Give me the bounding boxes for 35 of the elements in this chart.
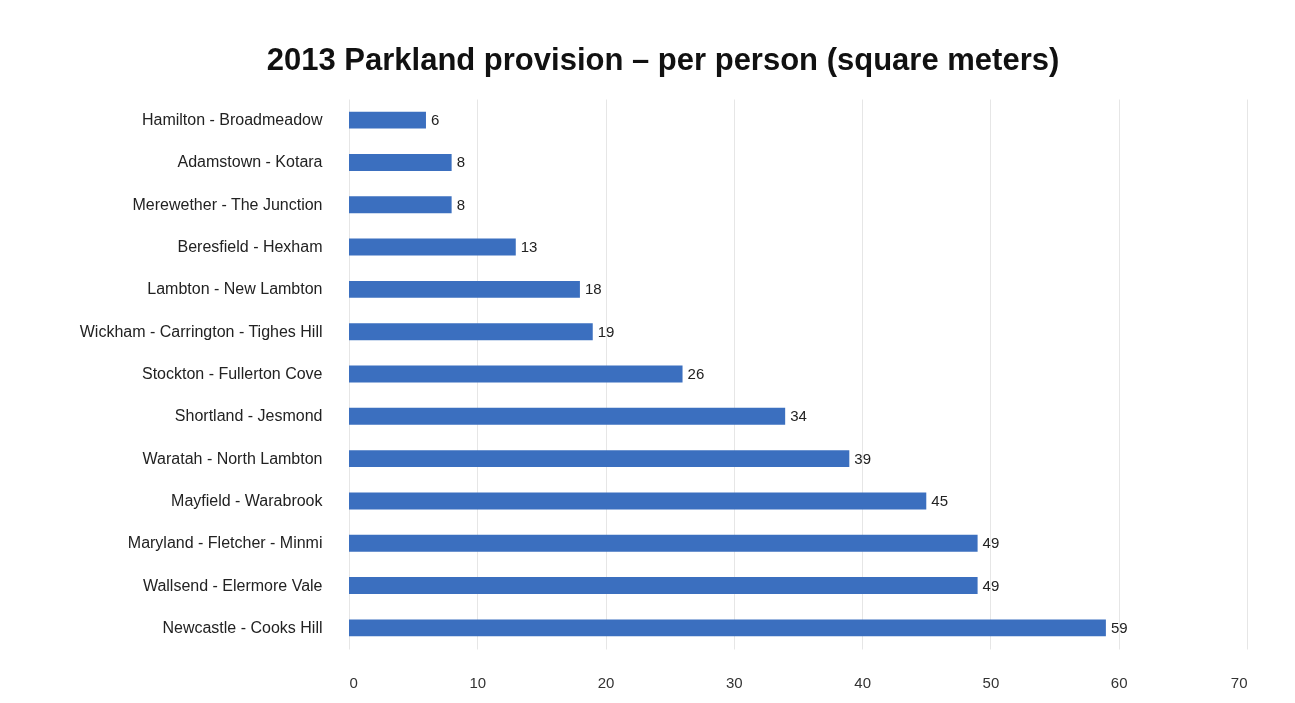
data-label: 6 [430, 111, 440, 129]
x-tick-label: 40 [854, 673, 871, 691]
data-label: 59 [1110, 618, 1128, 636]
y-tick-label: Wickham - Carrington - Tighes Hill [79, 322, 323, 340]
data-label: 18 [584, 280, 602, 298]
y-tick-label: Lambton - New Lambton [147, 280, 323, 298]
y-tick-label: Mayfield - Warabrook [171, 491, 324, 509]
x-tick-label: 60 [1110, 673, 1128, 691]
chart-title: 2013 Parkland provision – per person (square meters) [266, 42, 1060, 77]
data-label: 8 [456, 195, 465, 213]
x-tick-label: 50 [982, 673, 1000, 691]
data-label: 49 [982, 534, 1000, 552]
y-tick-label: Newcastle - Cooks Hill [162, 618, 323, 636]
y-tick-label: Wallsend - Elermore Vale [142, 576, 323, 594]
x-tick-label: 10 [469, 673, 487, 691]
x-tick-label: 0 [349, 673, 358, 691]
x-tick-label: 20 [597, 673, 615, 691]
data-label: 34 [790, 407, 807, 425]
x-tick-label: 30 [726, 673, 743, 691]
y-tick-label: Adamstown - Kotara [177, 153, 323, 171]
y-tick-label: Maryland - Fletcher - Minmi [127, 534, 323, 552]
y-tick-label: Waratah - North Lambton [142, 449, 323, 467]
y-tick-label: Stockton - Fullerton Cove [141, 365, 323, 382]
y-tick-label: Beresfield - Hexham [177, 238, 323, 256]
y-tick-label: Hamilton - Broadmeadow [141, 111, 323, 129]
data-label: 19 [597, 322, 615, 340]
y-tick-label: Shortland - Jesmond [174, 407, 323, 425]
x-tick-label: 70 [1230, 673, 1248, 691]
data-label: 49 [982, 576, 1000, 594]
data-label: 26 [687, 365, 705, 382]
data-label: 45 [931, 491, 948, 509]
data-label: 39 [854, 449, 871, 467]
y-tick-label: Merewether - The Junction [132, 195, 323, 213]
data-label: 13 [520, 238, 538, 256]
data-label: 8 [456, 153, 465, 171]
